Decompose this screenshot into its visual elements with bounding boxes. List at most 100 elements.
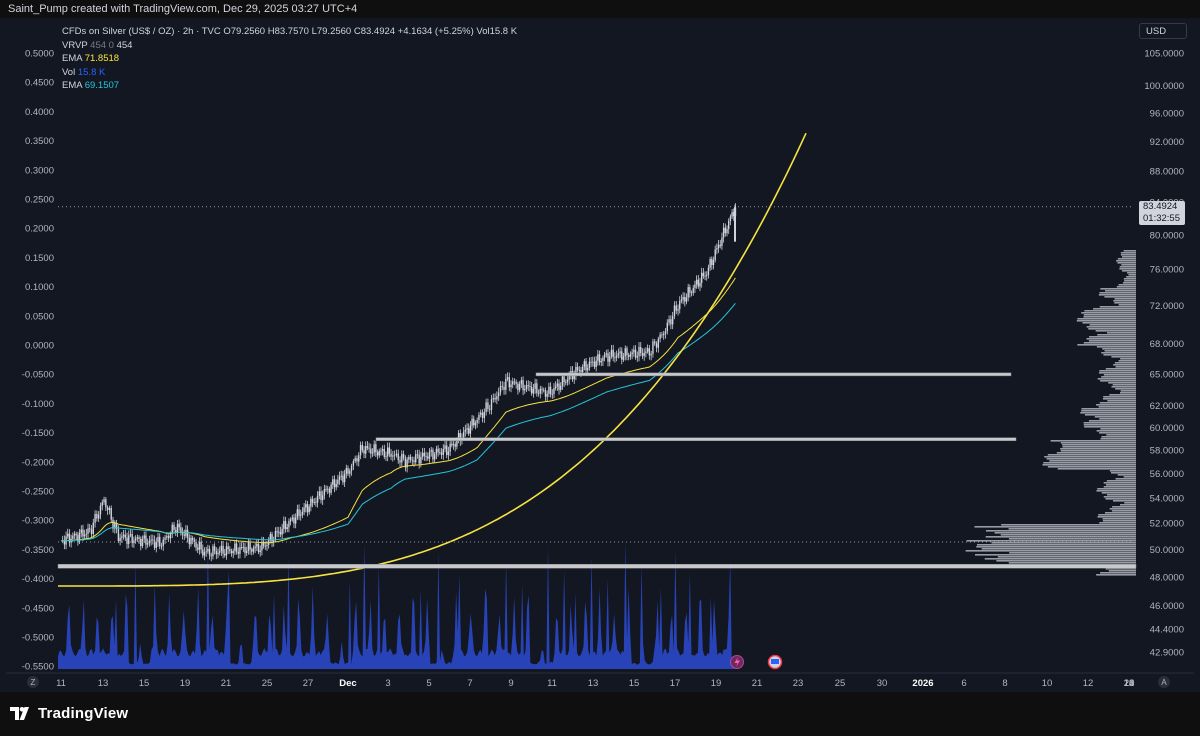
candle-body xyxy=(444,445,446,449)
candle-body xyxy=(430,449,432,452)
candle-body xyxy=(73,533,76,536)
candle-body xyxy=(544,390,547,397)
candle-body xyxy=(308,506,310,513)
candle-body xyxy=(349,470,351,474)
volume-profile-bar xyxy=(1120,254,1136,256)
volume-profile-bar xyxy=(1096,574,1136,576)
candle-body xyxy=(670,319,672,325)
candle-body xyxy=(563,376,565,383)
volume-profile-bar xyxy=(1127,272,1136,274)
candle-body xyxy=(583,361,586,367)
candle-body xyxy=(345,468,348,474)
volume-profile-bar xyxy=(1103,486,1136,488)
volume-profile-bar xyxy=(1105,368,1136,370)
candle-body xyxy=(114,523,116,529)
volume-profile-bar xyxy=(1126,276,1136,278)
tradingview-logo[interactable]: TradingView xyxy=(10,705,128,722)
volume-profile-bar xyxy=(991,542,1136,544)
volume-profile-bar xyxy=(1109,394,1136,396)
time-axis-tick: 14 xyxy=(1124,678,1135,689)
candle-body xyxy=(289,519,292,522)
right-axis-tick: 58.0000 xyxy=(1150,446,1184,457)
ema-slow-line xyxy=(61,302,736,542)
candle-body xyxy=(490,399,493,410)
legend-vrvp-row[interactable]: VRVP 454 0 454 xyxy=(62,39,517,53)
left-axis-tick: 0.4000 xyxy=(25,107,54,118)
left-axis-tick: 0.2000 xyxy=(25,224,54,235)
candle-body xyxy=(680,299,683,302)
volume-profile-bar xyxy=(1009,552,1136,554)
volume-profile-bar xyxy=(1084,426,1136,428)
chart-canvas[interactable]: 0.5000 0.4500 0.4000 0.3500 0.3000 0.2500 0.20… xyxy=(6,18,1194,692)
volume-profile-bar xyxy=(1101,352,1136,354)
legend-ema-fast-row[interactable]: EMA 71.8518 xyxy=(62,52,517,66)
legend-volume-row[interactable]: Vol 15.8 K xyxy=(62,66,517,80)
candle-body xyxy=(159,536,161,547)
volume-profile-bar xyxy=(1080,412,1136,414)
volume-profile-bar xyxy=(1096,346,1136,348)
candle-body xyxy=(541,388,543,390)
volume-profile-bar xyxy=(1121,270,1136,272)
auto-scale-button[interactable]: A xyxy=(1161,678,1167,687)
volume-profile-bar xyxy=(1122,282,1136,284)
volume-profile-bar xyxy=(1088,420,1136,422)
candle-body xyxy=(707,267,710,275)
candle-body xyxy=(578,369,580,371)
candle-body xyxy=(332,479,334,485)
left-axis-tick: 0.0500 xyxy=(25,311,54,322)
legend-ema-slow-row[interactable]: EMA 69.1507 xyxy=(62,79,517,93)
time-axis-tick: 11 xyxy=(547,678,557,689)
candle-body xyxy=(402,453,405,459)
volume-profile-bar xyxy=(1098,294,1136,296)
zoom-button-bg xyxy=(27,676,39,688)
candle-body xyxy=(186,529,189,538)
candle-body xyxy=(234,543,236,552)
candle-body xyxy=(254,546,256,549)
volume-profile-bar xyxy=(1104,290,1136,292)
candle-body xyxy=(529,386,531,387)
candle-body xyxy=(612,349,614,358)
candle-body xyxy=(548,386,550,394)
volume-profile-bar xyxy=(1102,348,1136,350)
volume-profile-bar xyxy=(1097,334,1136,336)
currency-selector[interactable]: USD xyxy=(1139,23,1187,39)
candle-body xyxy=(731,212,733,217)
candle-body xyxy=(627,355,630,357)
volume-profile-bar xyxy=(1077,344,1136,346)
volume-profile-bar xyxy=(1112,384,1136,386)
candle-body xyxy=(240,547,243,548)
candle-body xyxy=(685,297,688,302)
volume-profile-bar xyxy=(1101,436,1136,438)
volume-profile-bar xyxy=(1044,456,1136,458)
candle-body xyxy=(298,509,300,516)
resistance-level-lower xyxy=(375,437,1017,441)
candle-body xyxy=(386,447,389,457)
legend-symbol-row[interactable]: CFDs on Silver (US$ / OZ) · 2h · TVC O79… xyxy=(62,25,517,39)
candle-body xyxy=(684,297,686,302)
candle-body xyxy=(129,534,132,536)
candle-body xyxy=(242,547,245,548)
volume-profile-bar xyxy=(1084,310,1136,312)
zoom-button[interactable]: Z xyxy=(31,678,36,687)
candle-body xyxy=(551,393,553,395)
candle-body xyxy=(624,348,626,357)
candle-body xyxy=(366,446,369,448)
legend-symbol[interactable]: CFDs on Silver (US$ / OZ) · 2h · TVC xyxy=(62,26,221,37)
candle-body xyxy=(343,473,346,483)
volume-profile-bar xyxy=(1062,446,1136,448)
left-axis-tick: 0.2500 xyxy=(25,195,54,206)
right-axis-tick: 80.0000 xyxy=(1150,230,1184,241)
volume-histogram xyxy=(58,542,735,669)
candle-body xyxy=(721,237,723,246)
volume-profile-bar xyxy=(1103,496,1136,498)
candle-body xyxy=(510,384,512,388)
candle-body xyxy=(690,292,693,294)
candle-body xyxy=(626,348,628,356)
volume-profile-bar xyxy=(1111,472,1136,474)
candle-body xyxy=(327,488,329,490)
volume-profile-bar xyxy=(985,530,1136,532)
candle-body xyxy=(335,483,337,488)
candle-body xyxy=(549,386,552,395)
candle-body xyxy=(587,367,589,371)
chart-panel[interactable]: 0.5000 0.4500 0.4000 0.3500 0.3000 0.2500 0.20… xyxy=(6,18,1194,692)
